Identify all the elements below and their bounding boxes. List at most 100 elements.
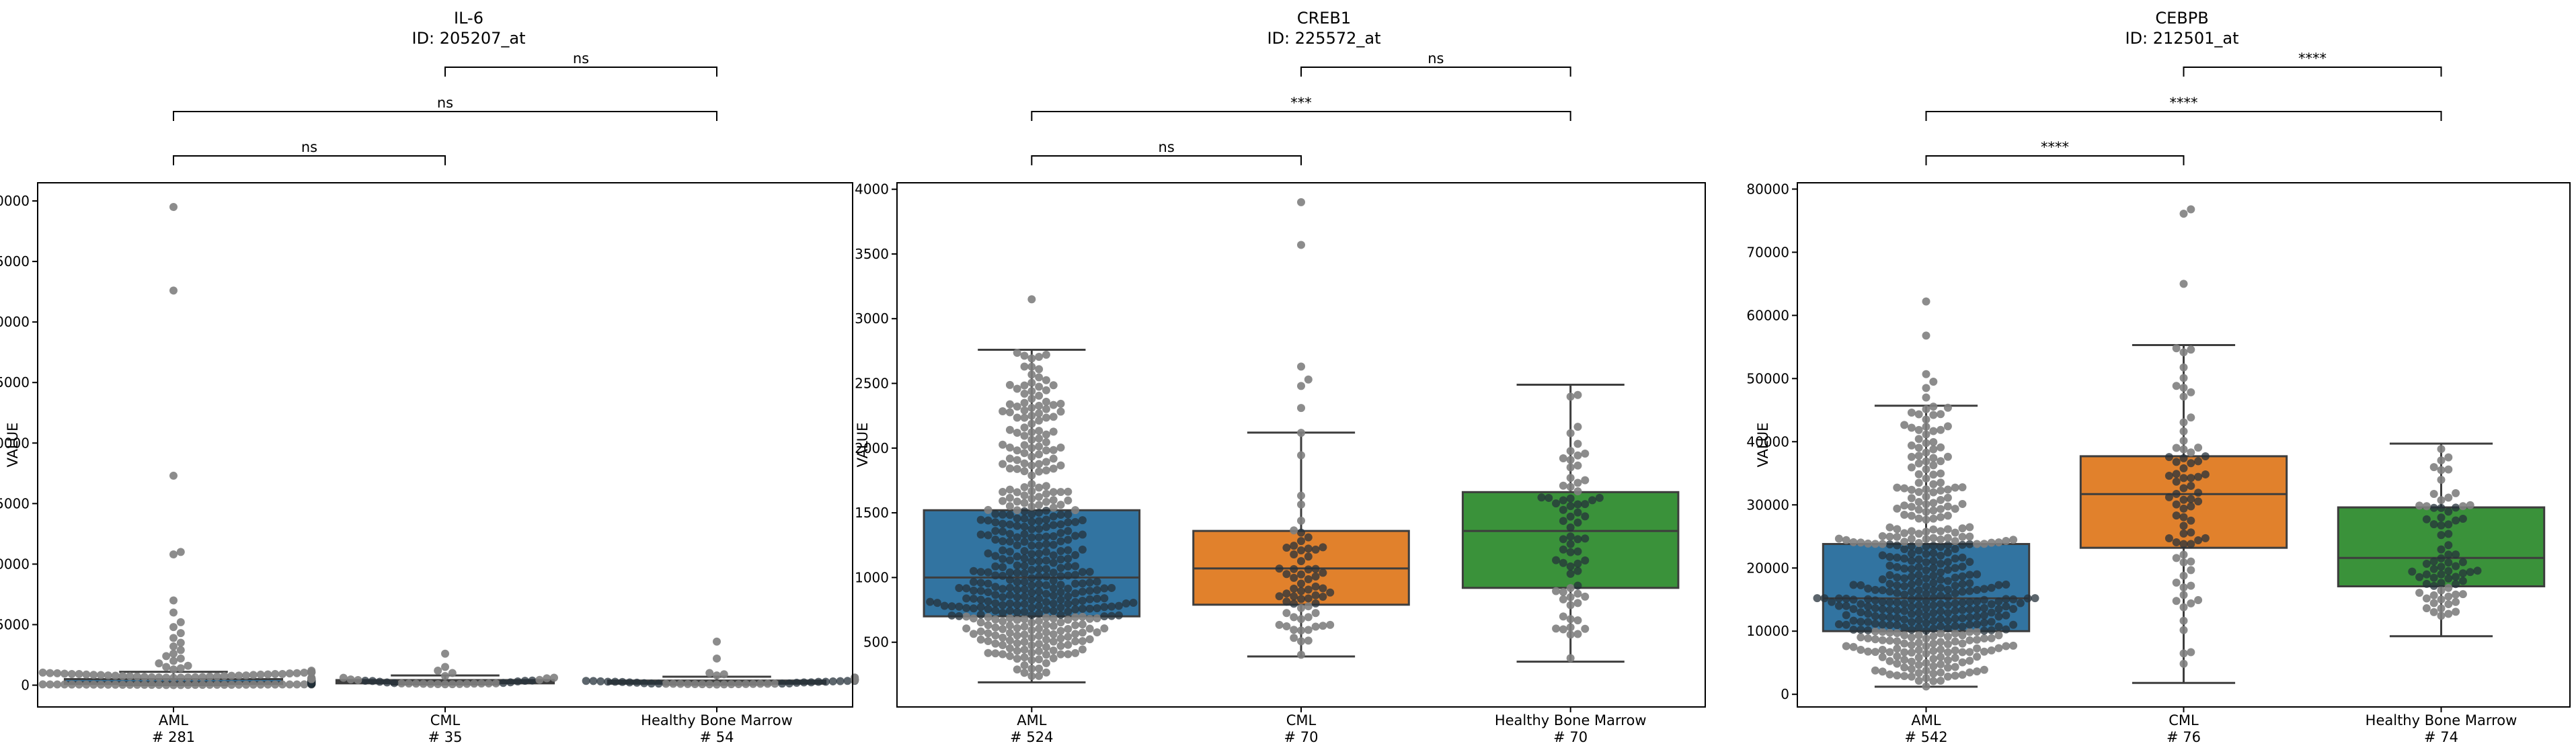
data-point-cebpb-cml-54 (2164, 453, 2173, 462)
chart-title-cebpb: CEBPB (2155, 9, 2208, 28)
data-point-cebpb-aml-17 (1973, 667, 1982, 676)
data-point-cebpb-aml-29 (1922, 659, 1930, 667)
data-point-cebpb-aml-405 (1900, 421, 1909, 429)
data-point-creb1-aml-386 (999, 407, 1007, 416)
data-point-cebpb-aml-277 (1914, 555, 1923, 564)
data-point-creb1-aml-194 (1085, 578, 1094, 587)
swarm-creb1-aml (926, 295, 1138, 681)
data-point-creb1-aml-31 (1027, 641, 1036, 650)
data-point-cebpb-aml-339 (1922, 515, 1930, 524)
data-point-creb1-aml-355 (1020, 449, 1029, 458)
data-point-cebpb-healthy-bone-marrow-42 (2444, 550, 2453, 559)
data-point-cebpb-aml-365 (1937, 486, 1945, 495)
data-point-cebpb-cml-20 (2187, 540, 2195, 548)
data-point-creb1-aml-259 (999, 537, 1007, 546)
data-point-cebpb-healthy-bone-marrow-14 (2458, 590, 2467, 599)
data-point-cebpb-aml-80 (1973, 635, 1982, 644)
data-point-cebpb-aml-13 (1914, 669, 1923, 677)
data-point-creb1-healthy-bone-marrow-0 (1566, 654, 1575, 663)
data-point-creb1-aml-301 (1064, 510, 1072, 519)
data-point-creb1-aml-263 (1035, 533, 1044, 542)
data-point-creb1-aml-232 (1005, 556, 1014, 564)
data-point-creb1-cml-29 (1326, 588, 1335, 597)
data-point-cebpb-aml-187 (2016, 599, 2025, 607)
data-point-cebpb-healthy-bone-marrow-27 (2437, 570, 2446, 579)
data-point-creb1-aml-166 (1027, 589, 1036, 597)
data-point-creb1-healthy-bone-marrow-28 (1573, 547, 1582, 556)
data-point-cebpb-healthy-bone-marrow-28 (2422, 570, 2431, 579)
data-point-creb1-healthy-bone-marrow-41 (1559, 505, 1567, 514)
data-point-creb1-aml-120 (969, 604, 978, 613)
data-point-cebpb-aml-182 (1987, 599, 1996, 608)
data-point-creb1-aml-168 (984, 588, 992, 597)
data-point-cebpb-cml-32 (2187, 502, 2195, 511)
data-point-cebpb-aml-74 (1937, 638, 1945, 646)
data-point-creb1-aml-417 (1042, 350, 1050, 359)
data-point-cebpb-aml-55 (1987, 646, 1996, 655)
data-point-creb1-aml-91 (969, 614, 978, 623)
significance-bracket-il-6-0 (173, 155, 446, 165)
data-point-cebpb-healthy-bone-marrow-45 (2444, 541, 2453, 550)
data-point-creb1-aml-87 (991, 615, 1000, 624)
data-point-il-6-cml-15 (499, 679, 508, 687)
data-point-il-6-healthy-bone-marrow-4 (698, 680, 707, 689)
data-point-il-6-cml-21 (520, 677, 529, 685)
data-point-il-6-aml-217 (184, 673, 192, 682)
data-point-cebpb-aml-345 (1900, 511, 1909, 519)
data-point-creb1-aml-67 (1085, 624, 1094, 633)
data-point-cebpb-aml-127 (1922, 619, 1930, 628)
data-point-il-6-aml-244 (61, 669, 69, 678)
data-point-cebpb-cml-37 (2164, 493, 2173, 501)
data-point-cebpb-aml-89 (1929, 632, 1938, 640)
data-point-cebpb-aml-160 (1900, 607, 1909, 616)
data-point-cebpb-aml-283 (1937, 551, 1945, 560)
data-point-cebpb-aml-134 (1943, 616, 1952, 625)
data-point-creb1-healthy-bone-marrow-52 (1573, 487, 1582, 496)
data-point-cebpb-aml-208 (2031, 594, 2039, 603)
data-point-il-6-healthy-bone-marrow-36 (582, 677, 590, 685)
data-point-cebpb-aml-225 (1973, 585, 1982, 594)
data-point-cebpb-aml-242 (1885, 579, 1894, 588)
data-point-cebpb-aml-19 (1871, 666, 1879, 675)
data-point-cebpb-aml-222 (1929, 586, 1938, 595)
data-point-cebpb-aml-249 (1922, 574, 1930, 583)
data-point-cebpb-aml-419 (1922, 297, 1930, 306)
data-point-creb1-aml-95 (1071, 613, 1080, 622)
data-point-creb1-aml-364 (999, 440, 1007, 449)
data-point-creb1-aml-183 (1107, 583, 1116, 592)
data-point-cebpb-aml-215 (1922, 589, 1930, 598)
data-point-il-6-cml-25 (535, 675, 544, 684)
data-point-cebpb-aml-85 (1987, 634, 1996, 642)
data-point-creb1-aml-214 (1078, 568, 1087, 577)
data-point-cebpb-aml-238 (1849, 581, 1858, 589)
data-point-cebpb-aml-123 (1878, 620, 1887, 629)
data-point-cebpb-aml-21 (1907, 665, 1916, 673)
data-point-cebpb-aml-0 (1922, 682, 1930, 691)
data-point-creb1-aml-73 (1020, 622, 1029, 631)
swarm-creb1-cml (1275, 198, 1335, 659)
data-point-cebpb-aml-227 (1943, 585, 1952, 594)
data-point-cebpb-aml-306 (1914, 538, 1923, 547)
data-point-cebpb-aml-409 (1937, 410, 1945, 419)
data-point-creb1-aml-328 (1056, 488, 1065, 497)
data-point-il-6-cml-18 (375, 677, 384, 686)
data-point-creb1-aml-23 (1035, 647, 1044, 656)
data-point-il-6-aml-0 (169, 681, 178, 689)
data-point-creb1-aml-313 (1035, 501, 1044, 509)
data-point-il-6-aml-28 (67, 680, 76, 689)
data-point-cebpb-aml-199 (1849, 595, 1858, 604)
data-point-cebpb-aml-245 (1914, 578, 1923, 587)
data-point-cebpb-aml-100 (1973, 628, 1982, 636)
data-point-cebpb-aml-59 (1937, 645, 1945, 654)
data-point-cebpb-aml-278 (1900, 554, 1909, 563)
chart-subtitle-cebpb: ID: 212501_at (2125, 29, 2238, 48)
chart-title-il-6: IL-6 (454, 9, 483, 28)
data-point-cebpb-aml-243 (1965, 579, 1974, 587)
data-point-cebpb-cml-0 (2179, 659, 2188, 668)
data-point-cebpb-aml-143 (1965, 613, 1974, 622)
data-point-cebpb-aml-342 (1937, 513, 1945, 521)
data-point-cebpb-aml-6 (1943, 672, 1952, 681)
data-point-cebpb-aml-164 (1885, 605, 1894, 614)
data-point-cebpb-healthy-bone-marrow-25 (2415, 573, 2424, 581)
